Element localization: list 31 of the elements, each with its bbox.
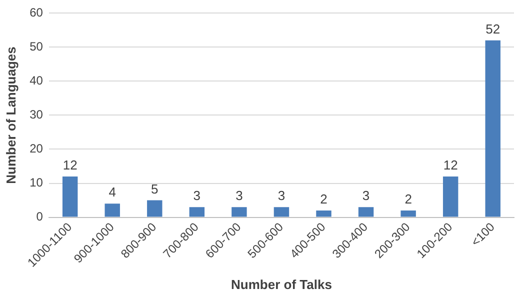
bar <box>274 207 290 217</box>
data-label: 3 <box>236 188 243 204</box>
data-label: 3 <box>193 188 201 204</box>
bar <box>104 204 120 217</box>
y-tick-label: 20 <box>30 142 44 156</box>
data-label: 2 <box>404 192 412 207</box>
y-tick-label: 0 <box>36 210 44 224</box>
y-tick-label: 30 <box>30 108 44 122</box>
y-tick-label: 40 <box>30 74 44 88</box>
y-axis-title: Number of Languages <box>3 46 18 184</box>
data-label: 4 <box>108 184 116 200</box>
x-axis-title: Number of Talks <box>231 276 332 292</box>
y-tick-label: 10 <box>30 176 44 190</box>
bar <box>400 210 416 217</box>
bar <box>62 176 78 217</box>
bar <box>358 207 374 217</box>
bar <box>485 40 500 217</box>
data-label: 12 <box>62 158 78 173</box>
data-label: 12 <box>443 158 458 173</box>
data-label: 52 <box>486 21 500 36</box>
bar <box>147 200 162 217</box>
data-label: 2 <box>320 192 328 207</box>
data-label: 5 <box>151 181 158 196</box>
y-tick-label: 50 <box>30 40 44 54</box>
bar <box>316 210 332 217</box>
data-label: 3 <box>362 188 370 204</box>
bar <box>189 207 205 217</box>
bar <box>442 176 458 217</box>
y-tick-label: 60 <box>30 6 44 20</box>
bar <box>232 207 247 217</box>
data-label: 3 <box>278 188 286 204</box>
